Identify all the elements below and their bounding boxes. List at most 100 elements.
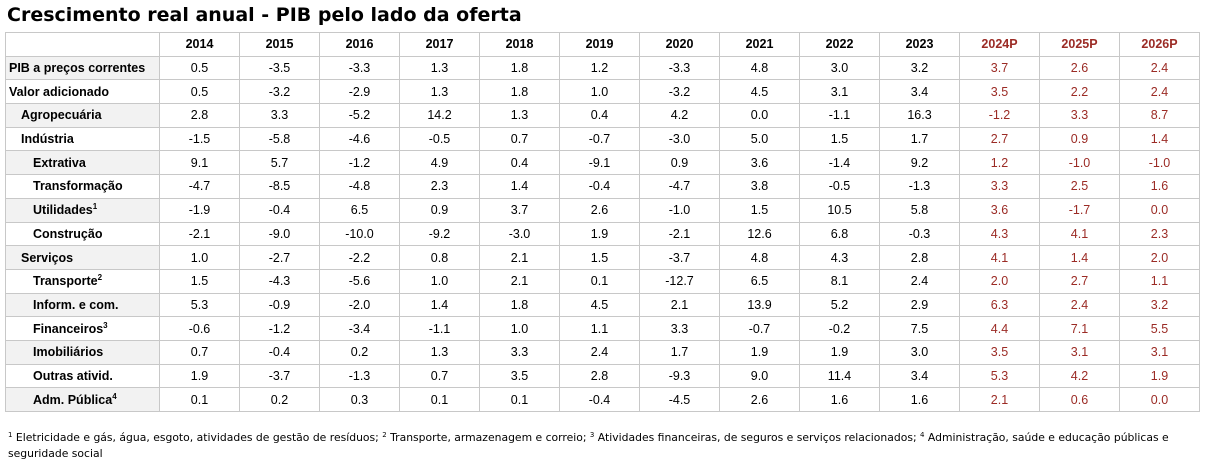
table-cell: 9.0 — [719, 363, 800, 389]
table-cell: 4.5 — [719, 79, 800, 105]
table-cell: 3.5 — [479, 363, 560, 389]
table-cell: 9.1 — [159, 150, 240, 176]
table-cell: 9.2 — [879, 150, 960, 176]
column-header: 2018 — [479, 32, 560, 57]
table-cell: -4.7 — [159, 174, 240, 199]
table-cell: 1.6 — [1119, 174, 1200, 199]
table-cell: -12.7 — [639, 268, 720, 294]
footnote-number: 4 — [920, 431, 925, 439]
table-cell: 1.2 — [959, 150, 1040, 176]
table-cell: 2.1 — [479, 268, 560, 294]
table-cell: -1.4 — [799, 150, 880, 176]
table-cell: -3.3 — [319, 55, 400, 81]
table-cell: 3.3 — [959, 174, 1040, 199]
table-cell: 2.5 — [1039, 174, 1120, 199]
table-cell: -0.4 — [239, 339, 320, 365]
table-cell: -3.3 — [639, 55, 720, 81]
table-row: Adm. Pública4 0.1 0.2 0.3 0.1 0.1 -0.4 -4.5 2.6 1… — [5, 387, 1200, 412]
table-cell: 0.8 — [399, 245, 480, 270]
table-cell: 0.0 — [719, 103, 800, 128]
table-cell: -3.2 — [239, 79, 320, 105]
table-cell: 0.4 — [559, 103, 640, 128]
table-cell: 2.9 — [879, 292, 960, 318]
table-cell: -0.4 — [559, 174, 640, 199]
table-cell: 2.7 — [1039, 268, 1120, 294]
table-cell: 14.2 — [399, 103, 480, 128]
table-cell: 1.0 — [159, 245, 240, 270]
table-cell: 2.6 — [719, 387, 800, 412]
column-header: 2026P — [1119, 32, 1200, 57]
table-cell: 2.4 — [1119, 55, 1200, 81]
table-cell: 1.3 — [399, 55, 480, 81]
table-cell: 8.1 — [799, 268, 880, 294]
table-cell: 2.4 — [1119, 79, 1200, 105]
row-label: Indústria — [5, 126, 160, 152]
column-header: 2022 — [799, 32, 880, 57]
table-cell: -2.0 — [319, 292, 400, 318]
table-cell: -1.0 — [1119, 150, 1200, 176]
table-cell: 5.8 — [879, 197, 960, 223]
footnotes: 1 Eletricidade e gás, água, esgoto, ativ… — [8, 430, 1198, 462]
table-cell: 5.3 — [959, 363, 1040, 389]
table-cell: 1.5 — [799, 126, 880, 152]
row-label-text: Imobiliários — [33, 345, 104, 360]
table-cell: -0.6 — [159, 316, 240, 341]
table-cell: -3.5 — [239, 55, 320, 81]
table-cell: 5.2 — [799, 292, 880, 318]
column-header: 2019 — [559, 32, 640, 57]
table-cell: -3.4 — [319, 316, 400, 341]
table-row: Transformação -4.7 -8.5 -4.8 2.3 1.4 -0.4 -4.7 3… — [5, 174, 1200, 199]
table-cell: 5.5 — [1119, 316, 1200, 341]
table-cell: 4.8 — [719, 55, 800, 81]
column-header: 2014 — [159, 32, 240, 57]
table-cell: 0.2 — [319, 339, 400, 365]
table-cell: 1.9 — [719, 339, 800, 365]
table-cell: 1.4 — [399, 292, 480, 318]
table-cell: -2.1 — [159, 221, 240, 247]
table-cell: -1.7 — [1039, 197, 1120, 223]
table-cell: 2.8 — [559, 363, 640, 389]
table-cell: 1.8 — [479, 292, 560, 318]
table-cell: 1.2 — [559, 55, 640, 81]
table-cell: -4.3 — [239, 268, 320, 294]
table-cell: 10.5 — [799, 197, 880, 223]
row-label: Agropecuária — [5, 103, 160, 128]
table-cell: 5.0 — [719, 126, 800, 152]
table-cell: 1.0 — [559, 79, 640, 105]
table-cell: -1.2 — [959, 103, 1040, 128]
table-cell: -1.1 — [399, 316, 480, 341]
table-cell: 0.9 — [1039, 126, 1120, 152]
table-row: Construção -2.1 -9.0 -10.0 -9.2 -3.0 1.9 -2.1 12… — [5, 221, 1200, 247]
table-cell: 0.9 — [399, 197, 480, 223]
table-cell: 16.3 — [879, 103, 960, 128]
row-label-text: Indústria — [21, 132, 74, 147]
table-row: Serviços 1.0 -2.7 -2.2 0.8 2.1 1.5 -3.7 4.8 4.3 2.… — [5, 245, 1200, 270]
row-label-text: Financeiros — [33, 321, 104, 336]
footnote-marker: 3 — [103, 320, 108, 330]
table-cell: -0.2 — [799, 316, 880, 341]
column-header: 2015 — [239, 32, 320, 57]
table-cell: 2.6 — [1039, 55, 1120, 81]
row-label-text: PIB a preços correntes — [9, 61, 146, 76]
footnote-number: 2 — [382, 431, 387, 439]
row-label: Transformação — [5, 174, 160, 199]
table-cell: 6.8 — [799, 221, 880, 247]
table-cell: 2.1 — [959, 387, 1040, 412]
table-cell: 3.3 — [479, 339, 560, 365]
table-cell: 1.6 — [879, 387, 960, 412]
table-cell: -10.0 — [319, 221, 400, 247]
table-cell: -4.7 — [639, 174, 720, 199]
table-cell: 0.0 — [1119, 197, 1200, 223]
table-row: Indústria -1.5 -5.8 -4.6 -0.5 0.7 -0.7 -3.0 5.0 1… — [5, 126, 1200, 152]
table-row: Outras ativid. 1.9 -3.7 -1.3 0.7 3.5 2.8 -9.3 9.… — [5, 363, 1200, 389]
table-cell: -0.7 — [719, 316, 800, 341]
row-label: PIB a preços correntes — [5, 55, 160, 81]
table-cell: 0.7 — [159, 339, 240, 365]
table-row: Imobiliários 0.7 -0.4 0.2 1.3 3.3 2.4 1.7 1.9 1.9… — [5, 339, 1200, 365]
table-cell: 0.5 — [159, 55, 240, 81]
table-cell: 3.3 — [239, 103, 320, 128]
footnote-marker: 2 — [97, 273, 103, 283]
table-cell: 1.4 — [479, 174, 560, 199]
table-cell: 5.7 — [239, 150, 320, 176]
table-cell: 2.8 — [159, 103, 240, 128]
